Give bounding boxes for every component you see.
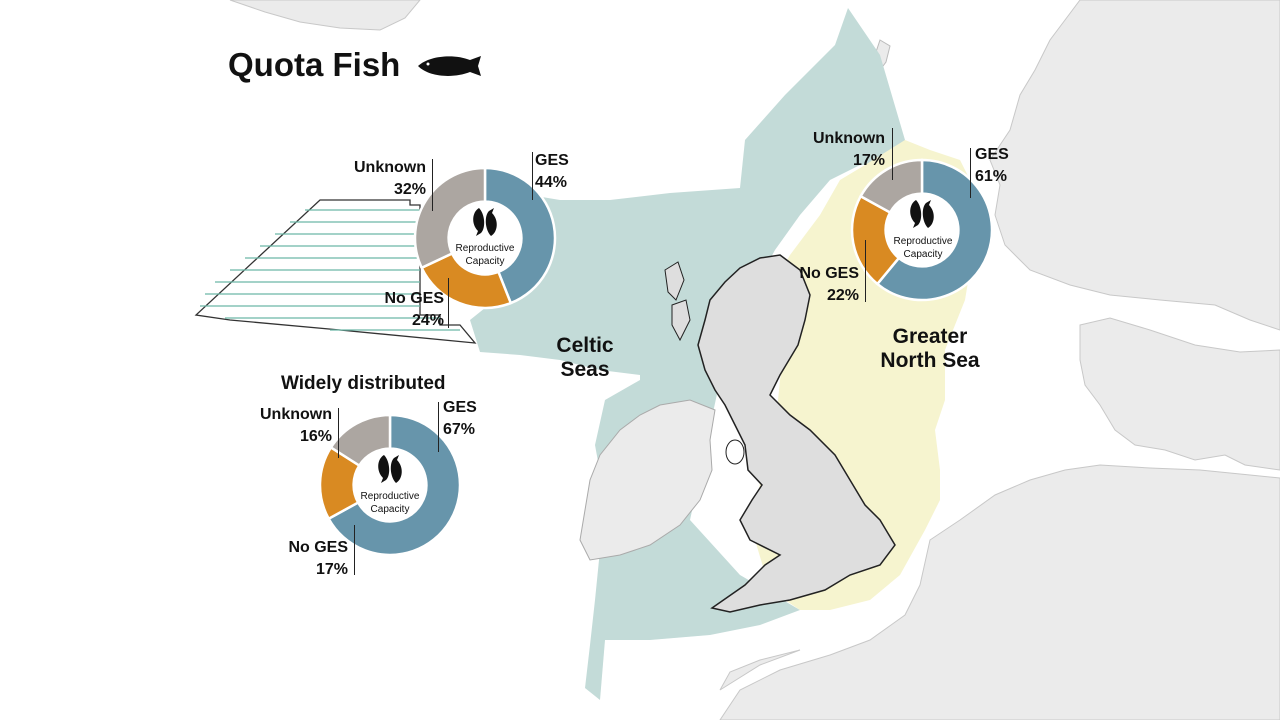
donut-northsea-slice-ges [875, 158, 994, 302]
land-great-britain [697, 254, 896, 613]
region-celtic-line2: Seas [560, 358, 610, 381]
north-unknown-name: Unknown [813, 130, 885, 147]
land-france-brittany [719, 649, 801, 691]
page-title: Quota Fish [228, 46, 401, 83]
north-noges-label: No GES 22% [775, 263, 859, 307]
wide-ges-value: 67% [443, 421, 476, 438]
wide-noges-value: 17% [315, 561, 348, 578]
wide-center-label: Reproductive Capacity [345, 490, 435, 516]
north-unknown-leader [892, 128, 893, 180]
celtic-unknown-leader [432, 159, 433, 211]
widely-distributed-boundary [194, 199, 477, 344]
land-hebrides [664, 261, 691, 342]
celtic-noges-value: 24% [411, 312, 444, 329]
twin-fish-icon [378, 455, 402, 483]
land-iceland-edge [229, 0, 421, 31]
donut-wide-hole [354, 449, 426, 521]
donut-widely-distributed [318, 413, 462, 557]
celtic-ges-value: 44% [535, 174, 568, 191]
wide-ges-name: GES [443, 399, 477, 416]
celtic-unknown-label: Unknown 32% [340, 157, 426, 201]
celtic-seas-area [470, 8, 905, 700]
north-ges-label: GES 61% [975, 144, 1009, 188]
celtic-center-line1: Reproductive [455, 243, 515, 254]
region-north-line1: Greater [892, 325, 968, 348]
celtic-noges-leader [448, 278, 449, 328]
north-center-line2: Capacity [903, 249, 943, 260]
wide-noges-label: No GES 17% [262, 537, 348, 581]
region-label-celtic-seas: Celtic Seas [545, 334, 625, 382]
donut-wide-slice-ges [326, 413, 462, 557]
celtic-center-line2: Capacity [465, 256, 505, 267]
wide-ges-leader [438, 402, 439, 452]
region-north-line2: North Sea [880, 349, 980, 372]
donut-celtic-hole [449, 202, 521, 274]
north-noges-name: No GES [799, 265, 859, 282]
celtic-unknown-name: Unknown [354, 159, 426, 176]
donut-celtic-slice-no-ges [419, 251, 513, 310]
donut-greater-north-sea [850, 158, 994, 302]
celtic-center-label: Reproductive Capacity [440, 242, 530, 268]
wide-unknown-name: Unknown [260, 406, 332, 423]
land-continental-europe [719, 464, 1280, 720]
north-ges-leader [970, 148, 971, 198]
wide-unknown-value: 16% [299, 428, 332, 445]
wide-unknown-leader [338, 408, 339, 458]
north-unknown-value: 17% [852, 152, 885, 169]
celtic-noges-label: No GES 24% [358, 288, 444, 332]
land-norway [989, 0, 1280, 331]
region-celtic-line1: Celtic [556, 334, 614, 357]
north-center-label: Reproductive Capacity [878, 235, 968, 261]
celtic-noges-name: No GES [384, 290, 444, 307]
wide-unknown-label: Unknown 16% [246, 404, 332, 448]
north-noges-leader [865, 240, 866, 302]
land-sweden-denmark [1079, 317, 1280, 471]
land-ireland [579, 399, 716, 561]
celtic-ges-label: GES 44% [535, 150, 569, 194]
wide-noges-name: No GES [288, 539, 348, 556]
donut-celtic-seas [413, 166, 557, 310]
wide-noges-leader [354, 525, 355, 575]
north-center-line1: Reproductive [893, 236, 953, 247]
celtic-ges-name: GES [535, 152, 569, 169]
wide-center-line2: Capacity [370, 504, 410, 515]
donut-celtic-slice-ges [483, 166, 557, 305]
twin-fish-icon [910, 200, 934, 228]
region-label-greater-north-sea: Greater North Sea [870, 325, 990, 373]
wide-ges-label: GES 67% [443, 397, 477, 441]
donut-northsea-hole [886, 194, 958, 266]
land-isle-of-man [725, 439, 745, 465]
north-ges-name: GES [975, 146, 1009, 163]
hatch-lines [200, 209, 460, 331]
celtic-unknown-value: 32% [393, 181, 426, 198]
donut-northsea-slice-unknown [858, 158, 924, 215]
donut-wide-slice-unknown [329, 413, 392, 468]
celtic-ges-leader [532, 152, 533, 200]
north-ges-value: 61% [975, 168, 1008, 185]
north-unknown-label: Unknown 17% [795, 128, 885, 172]
wide-center-line1: Reproductive [360, 491, 420, 502]
widely-distributed-title: Widely distributed [281, 373, 446, 394]
fish-icon [418, 56, 481, 76]
north-noges-value: 22% [826, 287, 859, 304]
twin-fish-icon [473, 208, 497, 236]
